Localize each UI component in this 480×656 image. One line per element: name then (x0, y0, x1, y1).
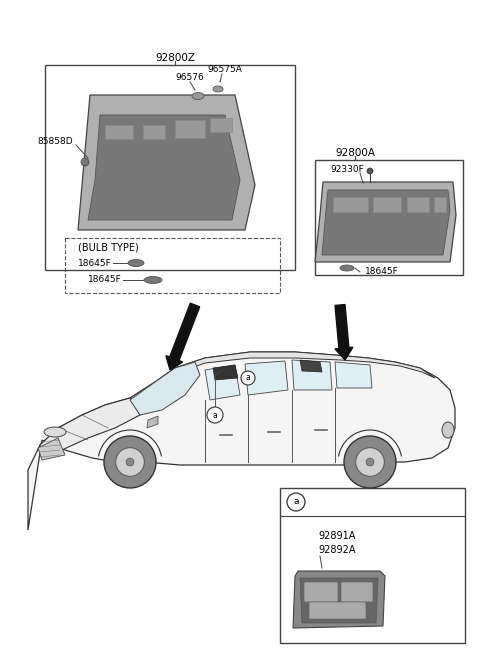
FancyBboxPatch shape (309, 602, 366, 619)
Circle shape (104, 436, 156, 488)
FancyBboxPatch shape (210, 118, 232, 132)
Text: a: a (246, 373, 251, 382)
Polygon shape (88, 115, 240, 220)
Ellipse shape (192, 92, 204, 100)
Text: 92891A: 92891A (318, 531, 355, 541)
FancyBboxPatch shape (143, 125, 165, 139)
FancyBboxPatch shape (341, 582, 373, 602)
Ellipse shape (213, 86, 223, 92)
Circle shape (344, 436, 396, 488)
Circle shape (116, 447, 144, 476)
Polygon shape (130, 362, 200, 415)
Polygon shape (38, 438, 65, 460)
Text: 92892A: 92892A (318, 545, 356, 555)
Text: 18645F: 18645F (78, 258, 112, 268)
FancyBboxPatch shape (304, 582, 338, 602)
Polygon shape (78, 95, 255, 230)
Polygon shape (300, 360, 322, 372)
Text: 85858D: 85858D (37, 138, 73, 146)
FancyBboxPatch shape (105, 125, 133, 139)
FancyBboxPatch shape (373, 197, 401, 212)
FancyArrow shape (166, 303, 200, 370)
Text: 96575A: 96575A (207, 66, 242, 75)
Text: (BULB TYPE): (BULB TYPE) (78, 243, 139, 253)
Polygon shape (322, 190, 450, 255)
Circle shape (356, 447, 384, 476)
Text: 92800Z: 92800Z (155, 53, 195, 63)
Ellipse shape (144, 276, 162, 283)
FancyBboxPatch shape (434, 197, 446, 212)
Circle shape (366, 458, 374, 466)
Text: 92800A: 92800A (335, 148, 375, 158)
FancyBboxPatch shape (333, 197, 368, 212)
Polygon shape (130, 352, 435, 402)
FancyBboxPatch shape (407, 197, 429, 212)
FancyArrow shape (335, 304, 353, 360)
Text: 92330F: 92330F (330, 165, 364, 174)
Polygon shape (245, 361, 288, 395)
Text: a: a (213, 411, 217, 419)
Ellipse shape (340, 265, 354, 271)
Circle shape (367, 168, 373, 174)
Circle shape (241, 371, 255, 385)
Circle shape (81, 158, 89, 166)
Polygon shape (40, 398, 140, 455)
Circle shape (287, 493, 305, 511)
Polygon shape (213, 365, 238, 380)
Polygon shape (147, 416, 158, 428)
Ellipse shape (44, 427, 66, 437)
Circle shape (207, 407, 223, 423)
Polygon shape (335, 362, 372, 388)
Polygon shape (315, 182, 456, 262)
Polygon shape (293, 571, 385, 628)
FancyBboxPatch shape (175, 120, 205, 138)
Polygon shape (205, 365, 240, 400)
Text: 96576: 96576 (176, 73, 204, 83)
Polygon shape (292, 360, 332, 390)
Polygon shape (28, 352, 455, 530)
Ellipse shape (442, 422, 454, 438)
Circle shape (126, 458, 134, 466)
Ellipse shape (128, 260, 144, 266)
Text: 18645F: 18645F (88, 276, 122, 285)
Polygon shape (300, 578, 378, 623)
Text: a: a (293, 497, 299, 506)
Text: 18645F: 18645F (365, 268, 399, 276)
